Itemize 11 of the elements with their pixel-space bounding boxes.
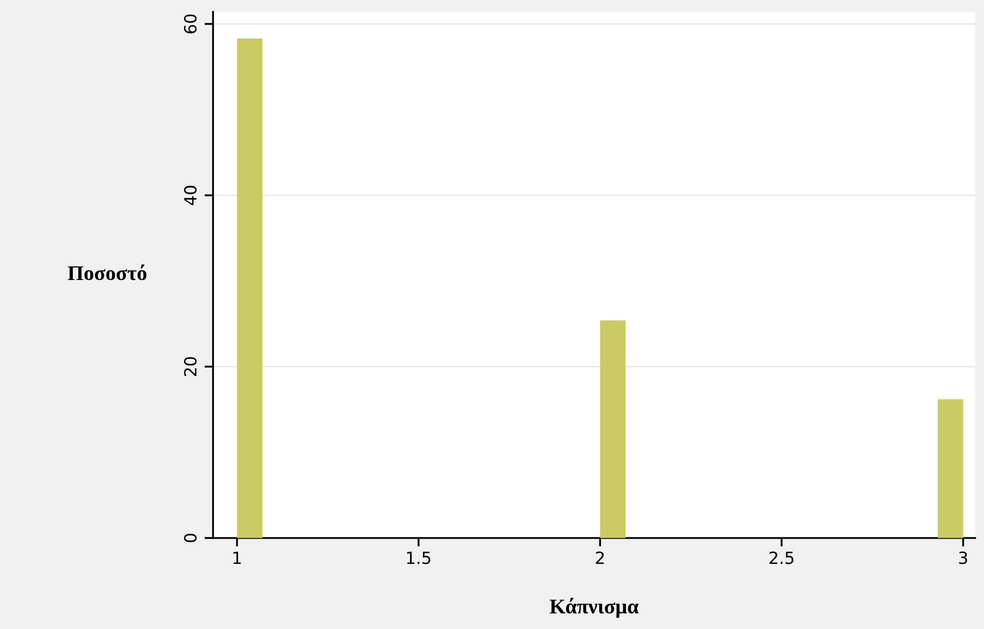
- x-tick-label: 1.5: [407, 552, 430, 564]
- y-tick-label: 0: [184, 534, 197, 542]
- x-tick-label: 2.5: [770, 551, 794, 564]
- x-tick-label: 1: [234, 552, 241, 564]
- y-tick-label: 60: [184, 14, 197, 34]
- y-tick-label: 40: [184, 186, 197, 206]
- x-tick-label: 3: [959, 551, 968, 564]
- x-axis-title: Κάπνισμα: [550, 598, 639, 618]
- y-tick-label: 20: [184, 357, 197, 376]
- x-tick-label: 2: [596, 551, 604, 564]
- y-axis-title: Ποσοστό: [68, 264, 146, 280]
